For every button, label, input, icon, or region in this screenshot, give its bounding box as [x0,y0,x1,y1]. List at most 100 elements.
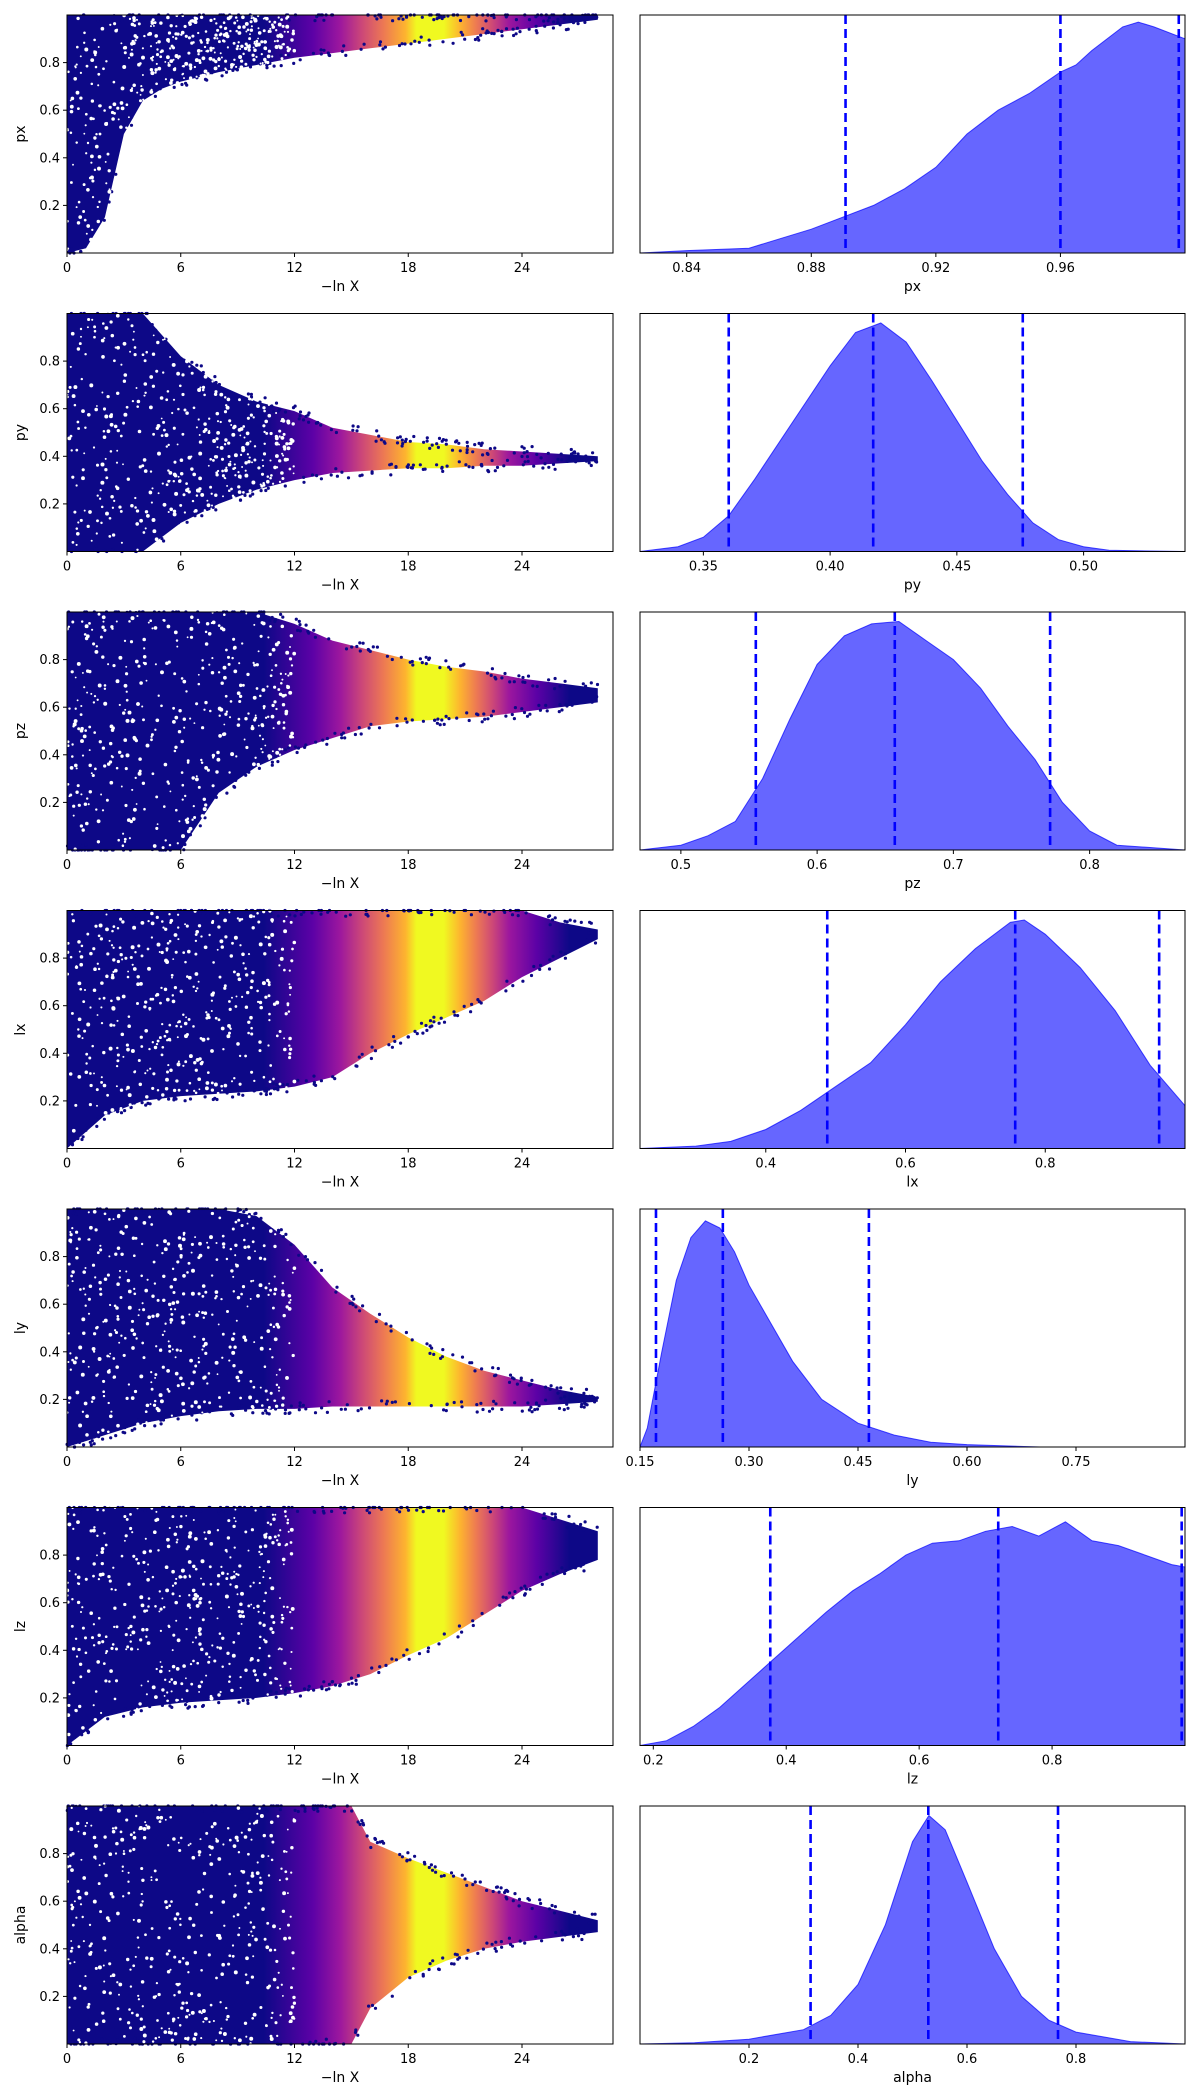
scatter-gap [292,1967,295,1970]
scatter-gap [131,87,134,90]
scatter-gap [178,1848,182,1853]
scatter-gap [136,1936,140,1939]
scatter-gap [234,1243,238,1248]
scatter-gap [91,773,95,778]
scatter-gap [74,1573,77,1576]
scatter-point [96,19,100,23]
scatter-gap [139,1903,143,1907]
scatter-gap [98,132,102,136]
scatter-gap [80,739,84,744]
scatter-gap [168,1344,172,1348]
scatter-gap [160,704,163,708]
scatter-gap [286,1002,290,1005]
scatter-point [173,1095,177,1099]
scatter-gap [127,1024,131,1028]
scatter-point [362,42,366,46]
scatter-gap [240,1831,243,1834]
scatter-gap [286,1518,290,1521]
scatter-gap [138,1826,143,1830]
scatter-gap [138,1702,142,1706]
scatter-gap [262,1623,266,1627]
scatter-gap [280,947,285,951]
x-axis-label: lz [907,1772,918,1788]
scatter-gap [280,435,285,440]
scatter-gap [198,1642,202,1646]
scatter-gap [124,1224,129,1229]
scatter-gap [71,1852,75,1856]
scatter-gap [197,1077,202,1082]
scatter-gap [102,67,105,71]
scatter-gap [188,1313,191,1316]
scatter-point [153,94,157,98]
scatter-gap [137,22,141,26]
scatter-gap [218,734,222,738]
scatter-gap [123,2035,126,2038]
scatter-gap [243,436,246,439]
scatter-point [276,760,280,764]
scatter-gap [198,1632,202,1636]
x-axis-label: px [904,279,921,295]
scatter-gap [126,818,131,822]
scatter-point [552,20,556,24]
scatter-gap [136,91,139,94]
scatter-point [304,623,308,627]
scatter-gap [194,1567,198,1571]
scatter-gap [105,798,109,802]
scatter-gap [251,1871,254,1875]
scatter-gap [200,726,205,730]
scatter-point [523,1584,527,1588]
scatter-gap [87,1297,91,1301]
scatter-gap [191,34,195,38]
scatter-gap [203,708,206,711]
scatter-gap [125,1270,128,1273]
scatter-gap [261,751,264,754]
scatter-point [279,64,283,68]
scatter-gap [268,1948,273,1952]
scatter-gap [292,2001,297,2005]
scatter-point [203,612,208,616]
scatter-point [496,28,500,32]
scatter-gap [196,618,200,622]
scatter-gap [201,1348,204,1351]
scatter-gap [115,1365,119,1369]
scatter-gap [185,1627,188,1631]
scatter-gap [190,2010,195,2015]
scatter-gap [188,1081,192,1085]
scatter-gap [168,1526,171,1530]
scatter-point [374,439,378,443]
scatter-point [564,1568,568,1573]
scatter-gap [138,1308,141,1311]
scatter-gap [94,1690,98,1693]
scatter-gap [144,1288,149,1293]
scatter-gap [80,335,82,338]
scatter-gap [142,1308,146,1312]
scatter-gap [69,955,73,959]
scatter-point [236,774,240,778]
scatter-point [243,493,247,497]
scatter-gap [230,63,234,67]
scatter-gap [133,1287,136,1291]
scatter-gap [191,1588,196,1593]
scatter-gap [112,102,117,107]
scatter-point [204,914,208,918]
scatter-gap [122,1208,126,1213]
scatter-gap [87,317,91,322]
scatter-point [428,43,432,47]
scatter-point [547,1907,552,1911]
scatter-point [404,15,409,19]
scatter-point [306,1688,310,1692]
scatter-gap [222,2032,227,2036]
scatter-gap [230,752,235,757]
scatter-gap [280,57,284,61]
scatter-point [534,29,538,33]
scatter-gap [99,1910,103,1914]
scatter-gap [84,1266,87,1270]
scatter-gap [187,1935,191,1940]
scatter-gap [191,1641,194,1644]
scatter-gap [276,2034,279,2038]
scatter-point [220,913,224,917]
scatter-gap [157,694,160,697]
scatter-gap [250,1026,253,1030]
scatter-point [67,548,71,552]
scatter-point [471,465,475,469]
